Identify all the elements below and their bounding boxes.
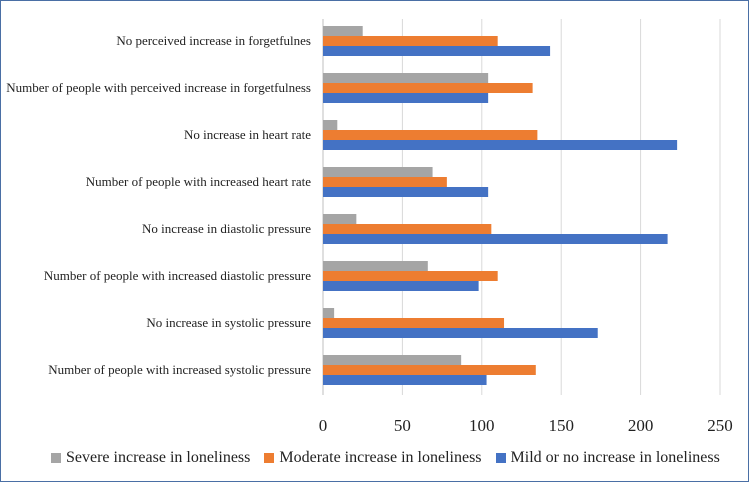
bar-severe-increase-in-loneliness (323, 26, 363, 36)
bar-moderate-increase-in-loneliness (323, 130, 538, 140)
bar-moderate-increase-in-loneliness (323, 83, 533, 93)
bar-severe-increase-in-loneliness (323, 355, 462, 365)
bar-severe-increase-in-loneliness (323, 308, 335, 318)
bar-severe-increase-in-loneliness (323, 261, 428, 271)
category-label: Number of people with increased systolic… (48, 362, 311, 377)
legend-swatch (495, 453, 506, 463)
bar-moderate-increase-in-loneliness (323, 177, 447, 187)
category-label: Number of people with perceived increase… (6, 80, 311, 95)
bar-moderate-increase-in-loneliness (323, 271, 498, 281)
bar-severe-increase-in-loneliness (323, 120, 338, 130)
legend-label: Severe increase in loneliness (66, 449, 251, 466)
bar-mild-or-no-increase-in-loneliness (323, 187, 489, 197)
legend-label: Mild or no increase in loneliness (510, 449, 720, 466)
x-tick-label: 250 (707, 416, 733, 435)
bar-mild-or-no-increase-in-loneliness (323, 328, 598, 338)
category-label: No perceived increase in forgetfulnes (116, 33, 311, 48)
bar-mild-or-no-increase-in-loneliness (323, 234, 668, 244)
x-tick-label: 50 (394, 416, 411, 435)
legend-item: Severe increase in loneliness (51, 449, 250, 467)
bar-severe-increase-in-loneliness (323, 73, 489, 83)
bar-moderate-increase-in-loneliness (323, 318, 505, 328)
bar-mild-or-no-increase-in-loneliness (323, 140, 678, 150)
legend-item: Mild or no increase in loneliness (495, 449, 720, 467)
x-tick-label: 100 (469, 416, 495, 435)
category-label: No increase in systolic pressure (146, 315, 311, 330)
bar-moderate-increase-in-loneliness (323, 224, 492, 234)
bar-mild-or-no-increase-in-loneliness (323, 93, 489, 103)
x-tick-label: 0 (319, 416, 328, 435)
bar-mild-or-no-increase-in-loneliness (323, 281, 479, 291)
x-tick-label: 200 (628, 416, 654, 435)
category-label: Number of people with increased diastoli… (44, 268, 311, 283)
x-tick-label: 150 (548, 416, 574, 435)
bar-moderate-increase-in-loneliness (323, 36, 498, 46)
legend-swatch (51, 453, 61, 463)
bar-moderate-increase-in-loneliness (323, 365, 536, 375)
bar-mild-or-no-increase-in-loneliness (323, 375, 487, 385)
legend-swatch (264, 453, 275, 463)
bars (323, 26, 678, 385)
category-label: No increase in diastolic pressure (142, 221, 311, 236)
legend-item: Moderate increase in loneliness (264, 449, 482, 467)
legend-label: Moderate increase in loneliness (279, 449, 482, 466)
bar-mild-or-no-increase-in-loneliness (323, 46, 551, 56)
category-label: No increase in heart rate (184, 127, 311, 142)
bar-chart: No perceived increase in forgetfulnes Num… (6, 19, 733, 435)
category-label: Number of people with increased heart ra… (86, 174, 311, 189)
category-labels: No perceived increase in forgetfulnes Num… (6, 33, 311, 377)
bar-severe-increase-in-loneliness (323, 214, 357, 224)
legend: Severe increase in loneliness Moderate in… (51, 449, 720, 467)
bar-severe-increase-in-loneliness (323, 167, 433, 177)
x-axis-ticks: 0 50 100 150 200 250 (319, 416, 733, 435)
